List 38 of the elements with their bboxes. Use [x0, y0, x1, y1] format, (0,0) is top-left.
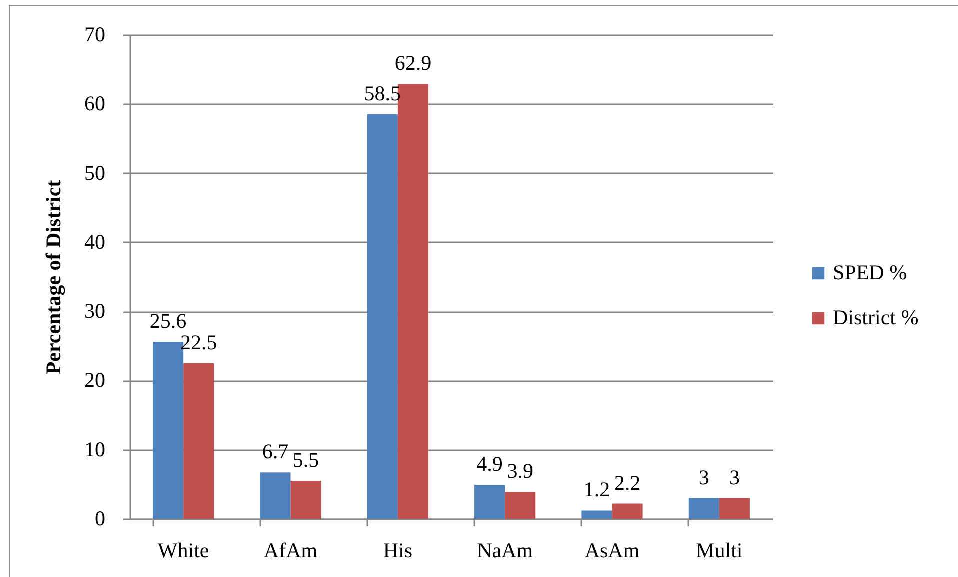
legend-label: SPED %	[833, 260, 908, 284]
data-label: 25.6	[150, 308, 187, 333]
legend-label: District %	[833, 306, 919, 330]
bar	[612, 504, 643, 519]
x-tick-label: NaAm	[477, 538, 534, 562]
x-tick-label: AsAm	[584, 538, 640, 562]
y-tick-label: 30	[84, 299, 106, 324]
data-label: 4.9	[476, 452, 503, 476]
bar	[505, 492, 536, 519]
data-label: 5.5	[292, 448, 320, 472]
y-tick-label: 10	[84, 437, 106, 462]
y-tick-label: 50	[84, 160, 106, 185]
x-tick-label: AfAm	[264, 538, 318, 562]
bar	[290, 480, 322, 519]
bar	[260, 472, 291, 519]
data-label: 3	[698, 465, 710, 490]
bar	[184, 363, 214, 519]
bar	[474, 485, 506, 519]
data-label: 2.2	[614, 470, 641, 495]
data-label: 3	[729, 465, 740, 490]
x-tick-label: Multi	[696, 538, 743, 562]
bar	[367, 114, 398, 519]
y-tick-label: 40	[84, 230, 106, 254]
y-tick-label: 60	[84, 92, 106, 116]
y-axis-title: Percentage of District	[42, 180, 66, 375]
data-label: 62.9	[394, 51, 432, 76]
y-tick-label: 20	[84, 368, 106, 392]
x-tick-label: White	[158, 538, 210, 562]
y-tick-label: 0	[95, 506, 106, 530]
data-label: 6.7	[262, 440, 289, 464]
bar	[719, 498, 750, 519]
data-label: 3.9	[507, 459, 534, 484]
data-label: 1.2	[584, 478, 610, 502]
x-tick-label: His	[383, 538, 413, 562]
y-tick-label: 70	[84, 22, 106, 46]
data-label: 22.5	[180, 330, 218, 354]
bar	[582, 510, 612, 519]
bar	[688, 498, 720, 519]
